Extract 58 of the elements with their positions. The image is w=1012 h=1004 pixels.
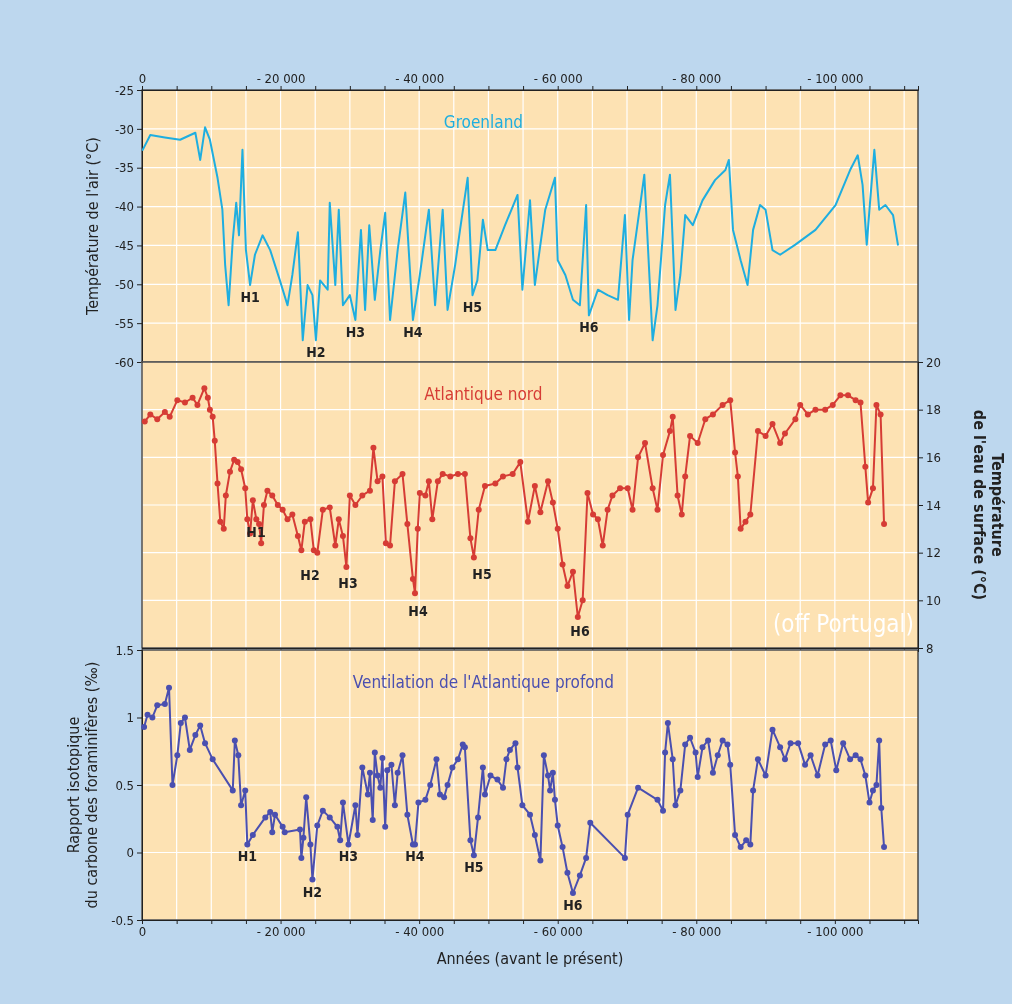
y-tick-label: -45 [114,238,134,254]
y2-tick-label: 18 [926,402,941,418]
y2-axis-title: Température de l'eau de surface (°C) [969,409,1007,601]
annotation: H2 [302,883,323,900]
annotation: H1 [240,289,260,306]
y-tick-label: -35 [114,160,134,176]
x2-tick-label: - 20 000 [256,71,306,86]
text: Ventilation de l'Atlantique profond [352,672,615,692]
y-axis-title: Température de l'air (°C) [83,137,102,316]
line-series [141,126,899,342]
y-tick-label: 0 [126,845,134,861]
x-tick-label: - 60 000 [533,924,583,940]
annotation: H1 [237,848,257,865]
annotation: H6 [579,319,599,336]
x2-tick-label: 0 [138,71,147,86]
annotation: H6 [570,623,590,639]
annotation: H3 [338,575,358,591]
y-tick-label: -0.5 [111,912,134,928]
annotation: H2 [306,344,326,361]
y2-tick-label: 16 [926,449,941,465]
x-tick-label: - 20 000 [256,924,306,940]
y-tick-label: -30 [114,121,134,137]
y2-tick-label: 10 [926,592,941,608]
y-tick-label: -55 [114,315,134,331]
annotation: H2 [300,567,320,583]
x2-tick-label: - 100 000 [807,71,864,86]
y2-tick-label: 14 [926,497,941,513]
y-tick-label: -40 [114,199,134,215]
y2-tick-label: 8 [926,640,934,656]
annotation: H6 [563,897,583,913]
annotation: H4 [408,603,428,619]
x2-tick-label: - 80 000 [672,71,722,86]
y-tick-label: -50 [114,276,134,292]
annotation: H1 [246,524,266,540]
y-tick-label: -25 [114,82,134,98]
x2-tick-label: - 60 000 [533,71,583,86]
y2-tick-label: 12 [926,545,941,561]
x-tick-label: - 40 000 [395,924,445,940]
y2-tick-label: 20 [926,354,941,370]
y-tick-label: -60 [114,354,134,370]
annotation: H4 [405,848,425,865]
x-axis-title: Années (avant le présent) [436,949,624,968]
x-tick-label: - 100 000 [807,924,864,940]
x2-tick-label: - 40 000 [395,71,445,86]
annotation: H5 [472,566,492,582]
x-tick-label: 0 [138,924,147,940]
text: Atlantique nord [424,384,543,404]
y-tick-label: 1.5 [115,642,134,658]
annotation: H4 [403,324,423,341]
annotation: H3 [338,848,359,865]
y-tick-label: 1 [126,710,134,726]
annotation: H5 [462,299,483,316]
y-tick-label: 0.5 [115,777,134,793]
annotation: H3 [345,324,366,341]
annotation: H5 [464,859,484,876]
text: Groenland [443,112,524,132]
y-axis-title: Rapport isotopique du carbone des foraminifères (‰) [64,661,102,909]
x-tick-label: - 80 000 [672,924,722,940]
